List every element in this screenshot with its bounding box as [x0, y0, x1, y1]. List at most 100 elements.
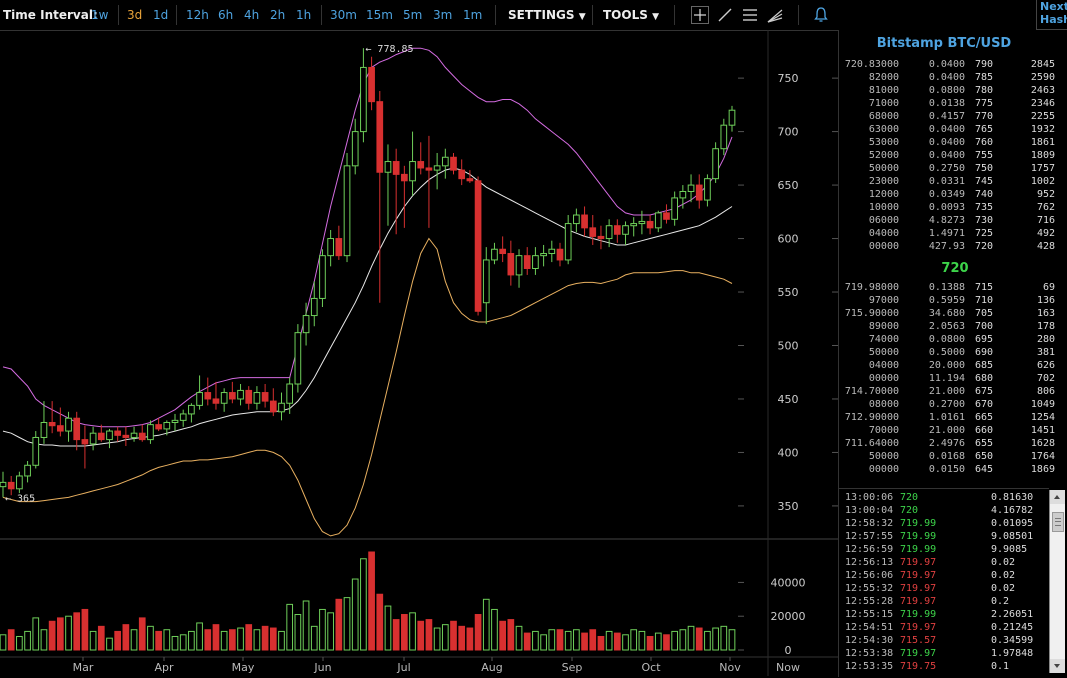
tools-menu[interactable]: TOOLS ▼: [603, 8, 659, 24]
volume-bar: [564, 630, 572, 651]
orderbook-lvl-cell: 670: [975, 399, 994, 410]
candle-body: [613, 225, 621, 235]
candle-body: [384, 161, 392, 173]
interval-3d[interactable]: 3d: [127, 8, 143, 22]
candle-body: [212, 398, 220, 404]
interval-3m[interactable]: 3m: [433, 8, 453, 22]
candle-body: [163, 421, 171, 430]
candle-body: [48, 421, 56, 427]
volume-bar: [114, 630, 122, 651]
orderbook-row: 50000 0.5000 690 381: [839, 346, 1057, 359]
next-hash-panel[interactable]: Next Hash: [1036, 0, 1067, 30]
volume-bar: [245, 624, 253, 651]
orderbook-lvl-cell: 675: [975, 386, 994, 397]
orderbook-cum-cell: 1861: [1030, 137, 1055, 148]
volume-bar: [458, 625, 466, 651]
corner-text-2: Hash: [1040, 13, 1067, 26]
settings-menu[interactable]: SETTINGS ▼: [508, 8, 586, 24]
orderbook-price-cell: 82000: [868, 72, 899, 83]
interval-15m[interactable]: 15m: [366, 8, 393, 22]
candle-body: [450, 156, 457, 171]
orderbook-amt-cell: 1.4971: [928, 228, 965, 239]
volume-bar: [343, 597, 351, 651]
trade-time: 12:54:30: [845, 635, 894, 646]
recent-trades[interactable]: 13:00:06 720 0.81630 13:00:04 720 4.16782 12:5…: [839, 488, 1049, 678]
volume-bar: [663, 634, 670, 651]
orderbook-lvl-cell: 695: [975, 334, 994, 345]
market-sidebar: Bitstamp BTC/USD 720.83000 0.0400 790 2845 8…: [838, 30, 1067, 677]
candle-body: [687, 184, 695, 192]
volume-tick-label: 20000: [771, 610, 806, 623]
orderbook-lvl-cell: 680: [975, 373, 994, 384]
interval-1m[interactable]: 1m: [463, 8, 483, 22]
scroll-thumb[interactable]: [1052, 512, 1064, 532]
volume-bar: [220, 630, 228, 651]
volume-bar: [474, 614, 482, 651]
interval-4h[interactable]: 4h: [244, 8, 260, 22]
interval-12h[interactable]: 12h: [186, 8, 209, 22]
trade-time: 12:57:55: [845, 531, 894, 542]
orderbook-amt-cell: 0.0800: [928, 85, 965, 96]
candle-body: [556, 248, 564, 261]
orderbook-price-cell: 97000: [868, 295, 899, 306]
low-price-annotation: ← 365: [5, 493, 35, 504]
volume-bar: [327, 612, 334, 651]
volume-bar: [613, 632, 621, 651]
trade-row: 12:55:28 719.97 0.2: [839, 595, 1049, 608]
bell-icon[interactable]: [811, 5, 831, 25]
orderbook-amt-cell: 4.8273: [928, 215, 965, 226]
interval-1w[interactable]: 1w: [91, 8, 109, 22]
orderbook-price-cell: 53000: [868, 137, 899, 148]
y-tick-label: 550: [778, 286, 799, 299]
orderbook-row: 50000 0.0168 650 1764: [839, 450, 1057, 463]
volume-bar: [261, 625, 269, 651]
volume-tick-label: 0: [785, 644, 792, 657]
interval-2h[interactable]: 2h: [270, 8, 286, 22]
chart-annotations: ← 778.85 ← 365: [5, 44, 414, 504]
volume-bar: [720, 625, 728, 651]
interval-1d[interactable]: 1d: [153, 8, 169, 22]
candle-body: [261, 392, 269, 402]
trades-scrollbar[interactable]: [1049, 490, 1065, 673]
interval-6h[interactable]: 6h: [218, 8, 234, 22]
volume-bar: [581, 632, 588, 651]
interval-30m[interactable]: 30m: [330, 8, 357, 22]
orderbook-cum-cell: 69: [1042, 282, 1055, 293]
candle-body: [16, 475, 23, 490]
trade-amount: 9.08501: [991, 531, 1034, 542]
volume-bar: [573, 629, 580, 651]
volume-bar: [687, 625, 695, 651]
volume-bar: [24, 630, 31, 651]
bollinger-lower-line: [2, 237, 733, 537]
volume-bar: [32, 617, 40, 651]
fan-lines-icon[interactable]: [765, 5, 785, 25]
volume-bar: [556, 629, 564, 651]
trade-price: 719.97: [900, 557, 937, 568]
trade-time: 13:00:06: [845, 492, 894, 503]
horizontal-lines-icon[interactable]: [740, 5, 760, 25]
orderbook-cum-cell: 1049: [1030, 399, 1055, 410]
orderbook-cum-cell: 492: [1036, 228, 1055, 239]
scroll-down-icon[interactable]: [1050, 659, 1065, 673]
interval-5m[interactable]: 5m: [403, 8, 423, 22]
orderbook-lvl-cell: 735: [975, 202, 994, 213]
orderbook-cum-cell: 1002: [1030, 176, 1055, 187]
crosshair-icon[interactable]: [690, 5, 710, 25]
orderbook-cum-cell: 952: [1036, 189, 1055, 200]
price-chart[interactable]: 350 400 450 500 550 600 650 700 750 0 20000 40000 Ma…: [0, 30, 838, 677]
trend-line-icon[interactable]: [715, 5, 735, 25]
y-tick-label: 600: [778, 233, 799, 246]
orderbook-cum-cell: 1757: [1030, 163, 1055, 174]
orderbook-amt-cell: 0.0168: [928, 451, 965, 462]
candle-body: [269, 400, 277, 413]
orderbook-price-cell: 50000: [868, 347, 899, 358]
scroll-up-icon[interactable]: [1050, 490, 1065, 504]
trade-time: 12:53:38: [845, 648, 894, 659]
orderbook-cum-cell: 2590: [1030, 72, 1055, 83]
interval-1h[interactable]: 1h: [296, 8, 312, 22]
candle-body: [56, 425, 64, 432]
volume-bar: [605, 630, 613, 651]
orderbook-row: 712.90000 1.0161 665 1254: [839, 411, 1057, 424]
trade-price: 719.97: [900, 648, 937, 659]
orderbook-price-cell: 00000: [868, 373, 899, 384]
